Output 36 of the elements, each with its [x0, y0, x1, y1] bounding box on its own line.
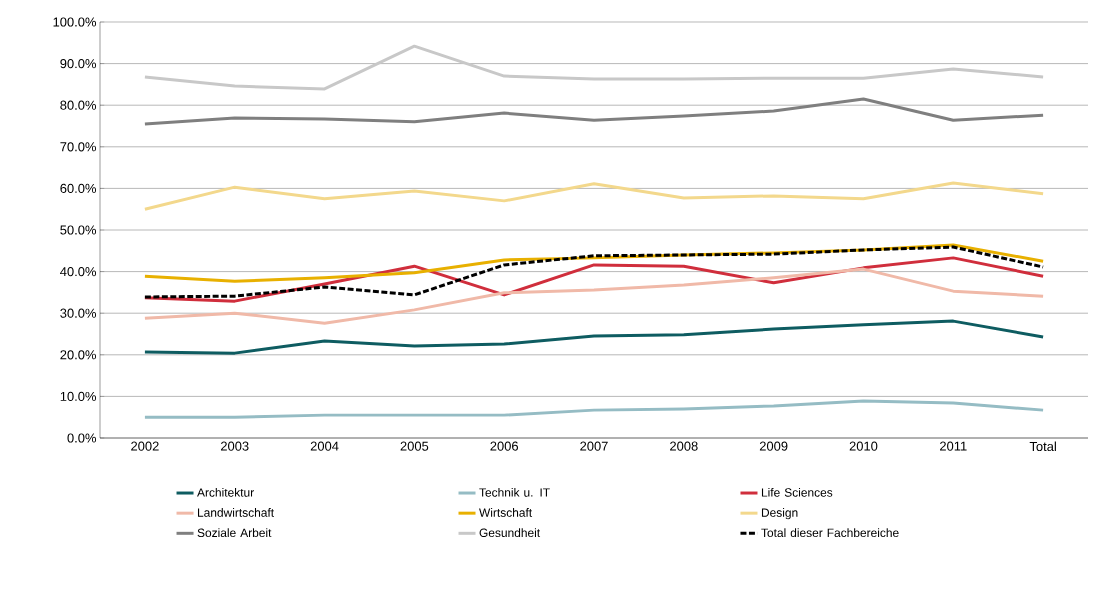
x-tick-label: 2002	[131, 441, 159, 451]
y-tick-label: 0.0%	[67, 433, 97, 443]
x-tick-label: 2006	[490, 441, 519, 451]
y-tick-label: 80.0%	[60, 100, 97, 110]
legend-label: Technik u. IT	[479, 487, 550, 497]
legend-label: Design	[761, 508, 798, 520]
x-tick-label: 2008	[670, 441, 698, 451]
y-tick-label: 20.0%	[60, 350, 97, 360]
legend-label: Soziale Arbeit	[197, 528, 272, 537]
y-tick-label: 90.0%	[60, 59, 97, 69]
legend-label: Wirtschaft	[479, 508, 533, 517]
line-series	[143, 181, 1045, 211]
y-tick-label: 50.0%	[60, 225, 97, 235]
line-series	[143, 267, 1045, 325]
y-tick-label: 30.0%	[60, 308, 97, 318]
x-tick-label: 2005	[400, 441, 429, 451]
x-tick-label: 2003	[220, 441, 249, 451]
x-tick-label: 2004	[310, 441, 339, 451]
line-series	[143, 319, 1045, 355]
legend-label: Total dieser Fachbereiche	[761, 528, 899, 537]
legend-label: Gesundheit	[479, 528, 541, 537]
x-tick-label: Total	[1029, 441, 1056, 452]
y-tick-label: 60.0%	[60, 183, 97, 193]
legend-label: Life Sciences	[761, 487, 833, 497]
y-tick-label: 100.0%	[53, 17, 97, 27]
line-series	[143, 97, 1045, 126]
x-tick-label: 2007	[580, 441, 608, 451]
y-tick-label: 70.0%	[60, 142, 97, 152]
line-series	[143, 44, 1045, 91]
y-tick-label: 10.0%	[60, 391, 97, 401]
legend-label: Landwirtschaft	[198, 508, 274, 517]
legend-label: Architektur	[197, 487, 254, 497]
y-tick-label: 40.0%	[60, 267, 97, 277]
x-tick-label: 2011	[940, 441, 967, 451]
x-tick-label: 2010	[849, 441, 878, 451]
x-tick-label: 2009	[759, 441, 788, 451]
